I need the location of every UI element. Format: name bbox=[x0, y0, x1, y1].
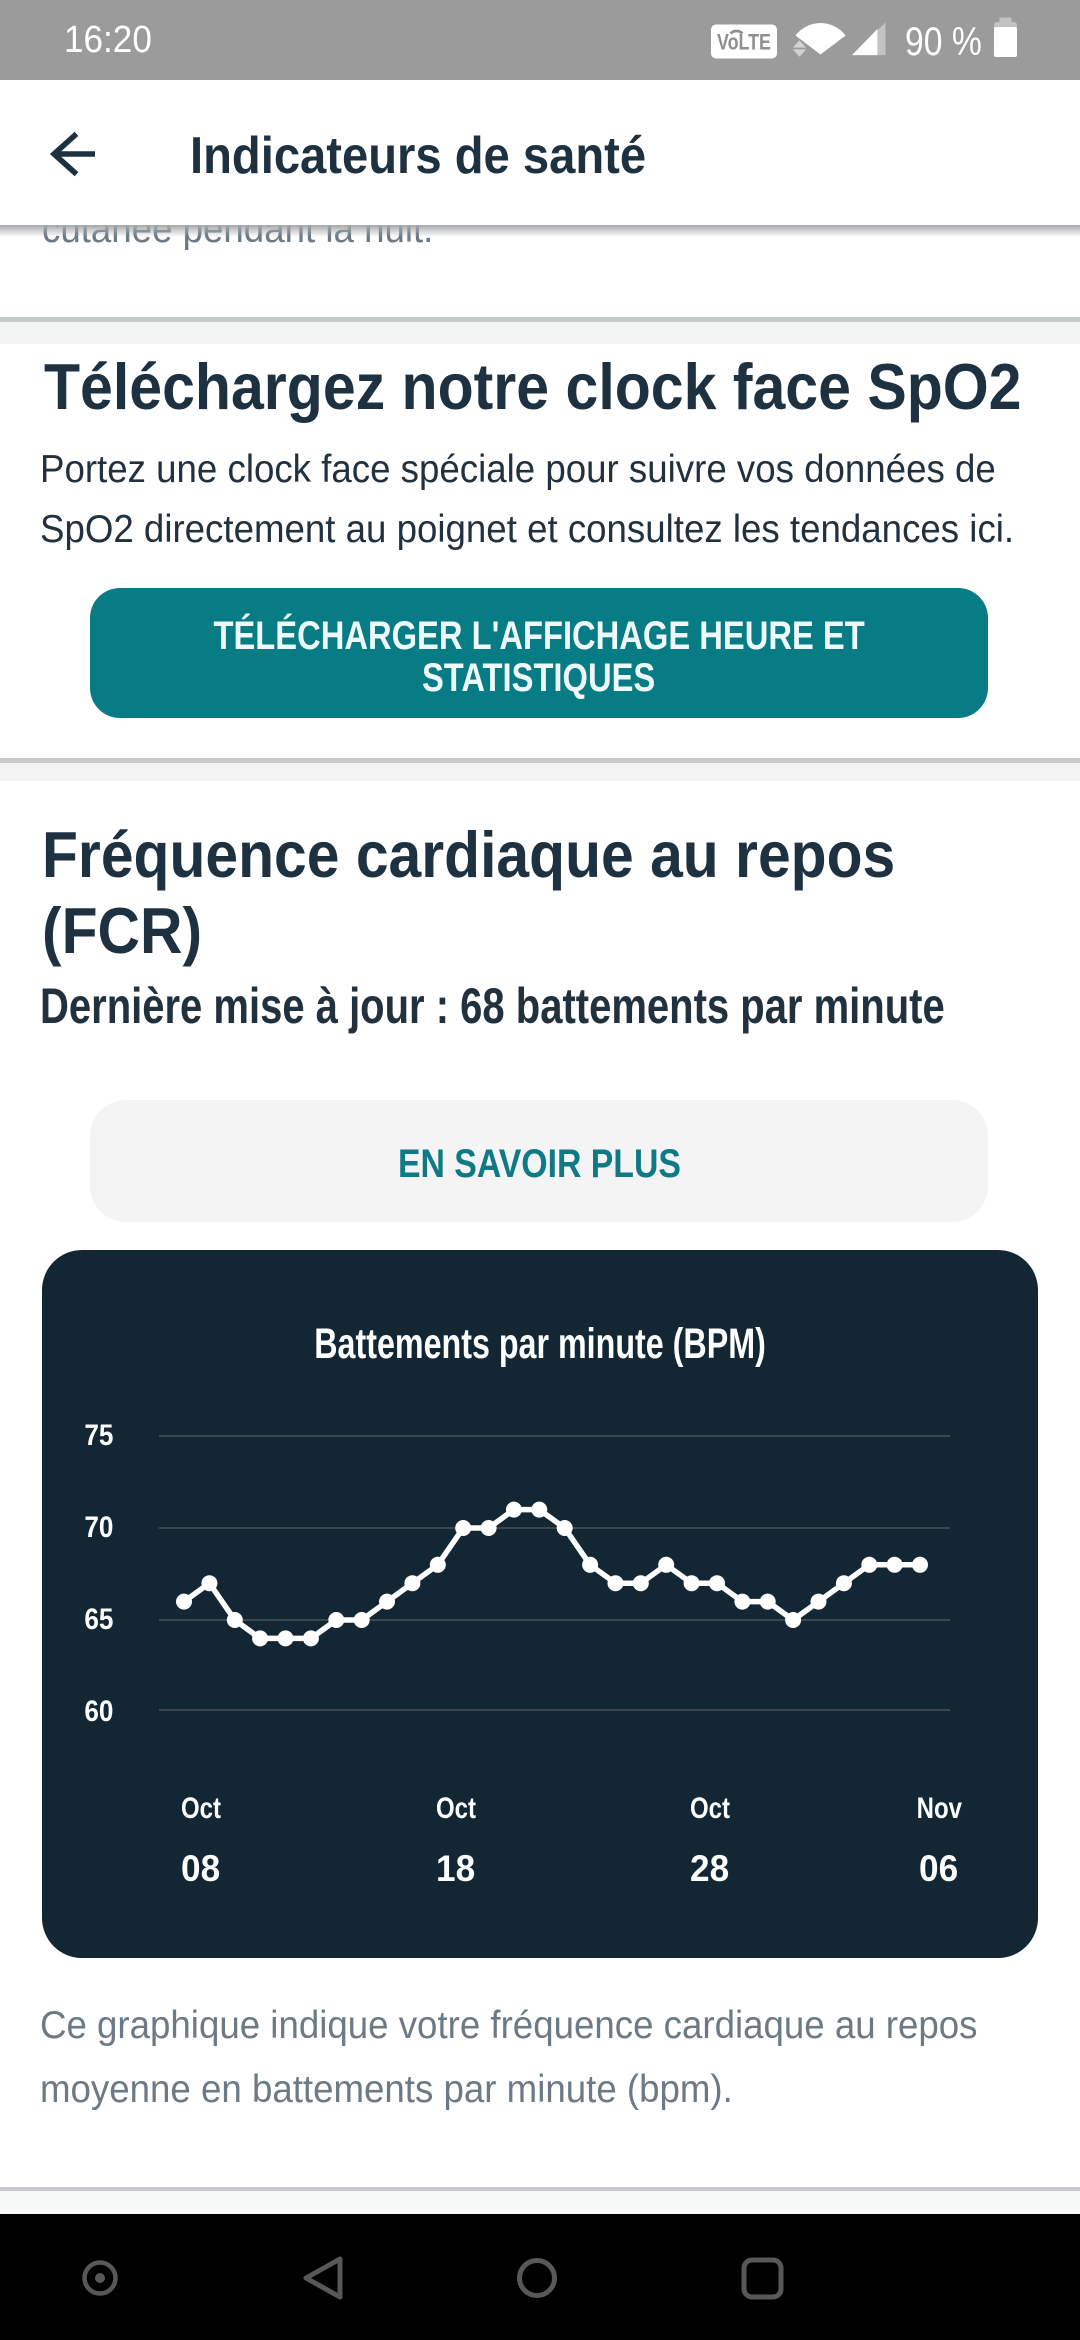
svg-text:VoLTE: VoLTE bbox=[717, 30, 771, 55]
